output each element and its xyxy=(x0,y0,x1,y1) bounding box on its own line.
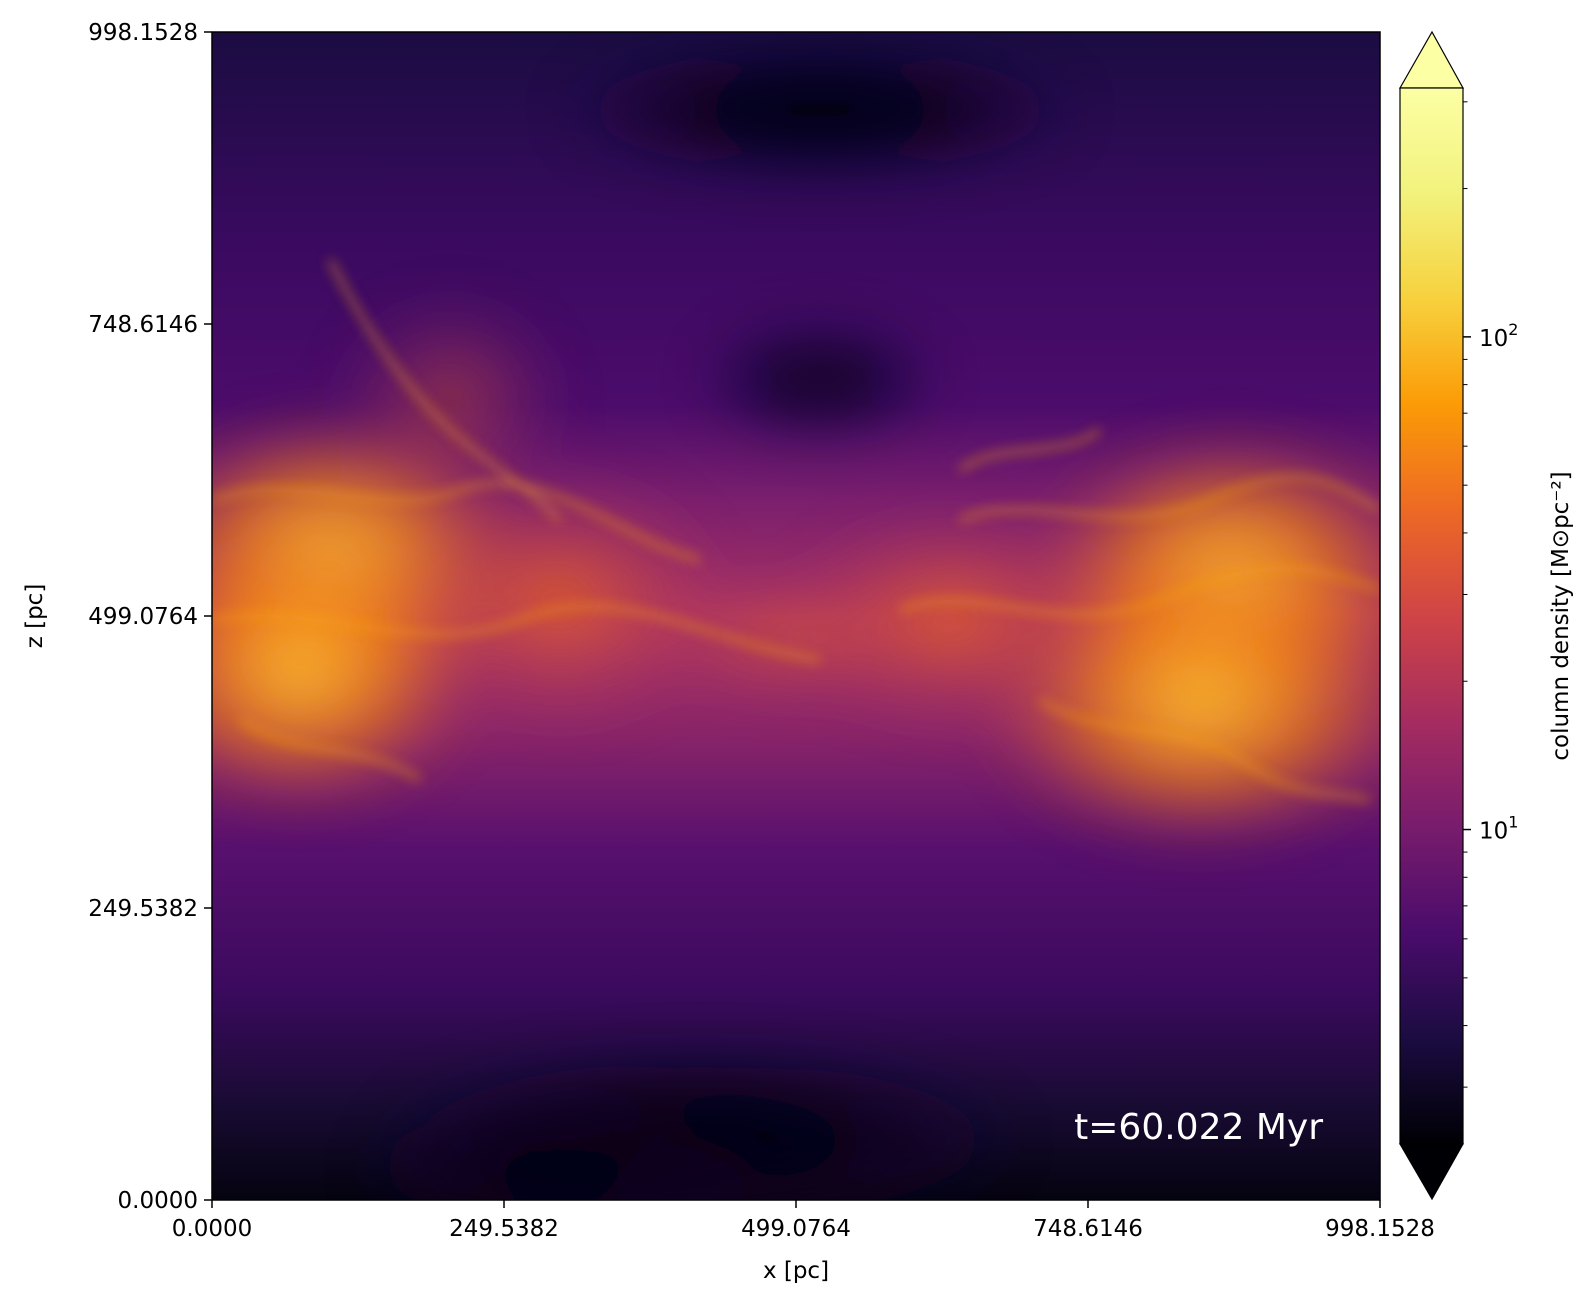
y-tick-label: 0.0000 xyxy=(118,1188,198,1214)
y-tick-label: 748.6146 xyxy=(88,312,198,338)
y-tick-label: 499.0764 xyxy=(88,604,198,630)
colorbar-tick-label: 101 xyxy=(1479,813,1518,845)
x-axis-ticks: 0.0000 249.5382 499.0764 748.6146 998.1528 xyxy=(172,1200,1435,1242)
y-axis-label: z [pc] xyxy=(22,584,48,649)
y-axis-ticks: 0.0000 249.5382 499.0764 748.6146 998.1528 xyxy=(88,20,212,1214)
x-axis-label: x [pc] xyxy=(763,1258,829,1284)
colorbar-gradient xyxy=(1400,88,1463,1144)
x-tick-label: 249.5382 xyxy=(449,1216,559,1242)
x-tick-label: 998.1528 xyxy=(1325,1216,1435,1242)
heatmap-image xyxy=(212,32,1380,1200)
colorbar-ticks: 101 102 xyxy=(1463,101,1518,1088)
colorbar-tick-label: 102 xyxy=(1479,320,1518,352)
x-tick-label: 748.6146 xyxy=(1033,1216,1143,1242)
colorbar-extend-top xyxy=(1398,30,1465,89)
colorbar: 101 102 column density [M⊙pc⁻²] xyxy=(1398,30,1574,1201)
colorbar-extend-bottom xyxy=(1398,1143,1465,1201)
x-tick-label: 0.0000 xyxy=(172,1216,252,1242)
colorbar-label: column density [M⊙pc⁻²] xyxy=(1548,471,1574,760)
y-tick-label: 998.1528 xyxy=(88,20,198,46)
time-annotation: t=60.022 Myr xyxy=(1074,1107,1323,1148)
y-tick-label: 249.5382 xyxy=(88,896,198,922)
x-tick-label: 499.0764 xyxy=(741,1216,851,1242)
